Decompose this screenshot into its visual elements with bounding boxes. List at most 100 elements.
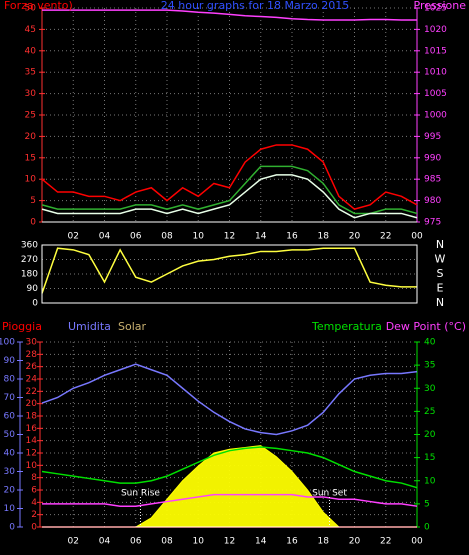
y3-tick-label: 0 — [9, 523, 15, 533]
y2-tick-label: 25 — [424, 407, 435, 417]
y2-tick-label: 985 — [424, 175, 441, 185]
y-tick-label: 20 — [26, 399, 38, 409]
y2-tick-label: 35 — [424, 361, 435, 371]
y3-tick-label: 30 — [4, 467, 16, 477]
y-tick-label: 0 — [30, 218, 36, 228]
y-tick-label: 10 — [26, 461, 38, 471]
legend-entry: Solar — [118, 320, 147, 333]
x-tick-label: 10 — [193, 537, 205, 547]
x-tick-label: 00 — [411, 537, 423, 547]
y2-tick-label: S — [437, 267, 444, 280]
x-tick-label: 18 — [318, 232, 330, 242]
x-tick-label: 22 — [380, 537, 391, 547]
y-tick-label: 0 — [31, 523, 37, 533]
y2-tick-label: 1005 — [424, 89, 447, 99]
y3-tick-label: 90 — [4, 356, 16, 366]
line — [41, 247, 417, 294]
x-tick-label: 06 — [130, 232, 142, 242]
y2-tick-label: N — [436, 296, 444, 309]
legend-entry: Temperatura — [311, 320, 382, 333]
y2-tick-label: 1025 — [424, 4, 447, 14]
y-tick-label: 360 — [21, 241, 38, 251]
y-tick-label: 180 — [21, 270, 38, 280]
y-tick-label: 25 — [25, 111, 36, 121]
y-tick-label: 8 — [31, 473, 37, 483]
x-tick-label: 14 — [255, 537, 267, 547]
line — [41, 144, 418, 210]
y2-tick-label: 975 — [424, 218, 441, 228]
y2-tick-label: 995 — [424, 132, 441, 142]
y2-tick-label: 30 — [424, 384, 436, 394]
y2-tick-label: 1020 — [424, 25, 447, 35]
y2-tick-label: W — [435, 253, 446, 266]
legend-entry: Pioggia — [2, 320, 42, 333]
y3-tick-label: 10 — [4, 504, 16, 514]
line — [42, 9, 417, 21]
y-tick-label: 12 — [26, 449, 37, 459]
x-tick-label: 04 — [99, 537, 111, 547]
y2-tick-label: 10 — [424, 476, 436, 486]
line — [41, 174, 418, 219]
x-tick-label: 00 — [411, 232, 423, 242]
y2-tick-label: 0 — [424, 523, 430, 533]
y2-tick-label: 20 — [424, 430, 436, 440]
frame — [41, 244, 418, 304]
y2-tick-label: 1015 — [424, 46, 447, 56]
x-tick-label: 20 — [349, 537, 361, 547]
y3-tick-label: 40 — [4, 449, 16, 459]
y-tick-label: 22 — [26, 387, 37, 397]
y-tick-label: 30 — [26, 338, 38, 348]
x-tick-label: 10 — [193, 232, 205, 242]
x-tick-label: 04 — [99, 232, 111, 242]
x-tick-label: 02 — [68, 232, 79, 242]
x-tick-label: 16 — [286, 232, 298, 242]
y2-tick-label: E — [437, 282, 444, 295]
y-tick-label: 18 — [26, 412, 38, 422]
y-tick-label: 6 — [31, 486, 37, 496]
line — [42, 493, 418, 507]
y-tick-label: 10 — [25, 175, 37, 185]
y-tick-label: 28 — [26, 350, 38, 360]
y2-tick-label: 980 — [424, 196, 441, 206]
x-tick-label: 20 — [349, 232, 361, 242]
y2-tick-label: 1010 — [424, 68, 447, 78]
x-tick-label: 16 — [286, 537, 298, 547]
y-tick-label: 30 — [25, 89, 37, 99]
annotation: Sun Set — [312, 489, 347, 499]
x-tick-label: 12 — [224, 537, 235, 547]
x-tick-label: 14 — [255, 232, 267, 242]
y-tick-label: 26 — [26, 362, 38, 372]
line — [41, 165, 418, 215]
y-tick-label: 5 — [30, 196, 36, 206]
y3-tick-label: 60 — [4, 412, 16, 422]
legend-entry: Forza vento) — [4, 0, 73, 12]
y3-tick-label: 20 — [4, 486, 16, 496]
x-tick-label: 18 — [318, 537, 330, 547]
legend-entry: Pressione — [414, 0, 467, 12]
y-tick-label: 50 — [25, 4, 37, 14]
y2-tick-label: 1000 — [424, 111, 447, 121]
y-tick-label: 90 — [27, 284, 39, 294]
y2-tick-label: 15 — [424, 453, 435, 463]
y-tick-label: 24 — [26, 375, 38, 385]
line — [41, 363, 418, 436]
y-tick-label: 0 — [32, 299, 38, 309]
x-tick-label: 08 — [161, 232, 173, 242]
y2-tick-label: N — [436, 238, 444, 251]
annotation: Sun Rise — [121, 489, 160, 499]
y-tick-label: 15 — [25, 153, 36, 163]
y-tick-label: 45 — [25, 25, 36, 35]
y-tick-label: 16 — [26, 424, 38, 434]
y2-tick-label: 990 — [424, 153, 441, 163]
legend-entry: Umidita — [68, 320, 111, 333]
y-tick-label: 35 — [25, 68, 36, 78]
y3-tick-label: 50 — [4, 430, 16, 440]
x-tick-label: 12 — [224, 232, 235, 242]
legend-entry: Dew Point (°C) — [386, 320, 466, 333]
y2-tick-label: 40 — [424, 338, 436, 348]
chart-title: 24 hour graphs for 18 Marzo 2015 — [161, 0, 349, 12]
y3-tick-label: 100 — [0, 338, 15, 348]
line — [41, 446, 418, 489]
y-tick-label: 14 — [26, 436, 38, 446]
